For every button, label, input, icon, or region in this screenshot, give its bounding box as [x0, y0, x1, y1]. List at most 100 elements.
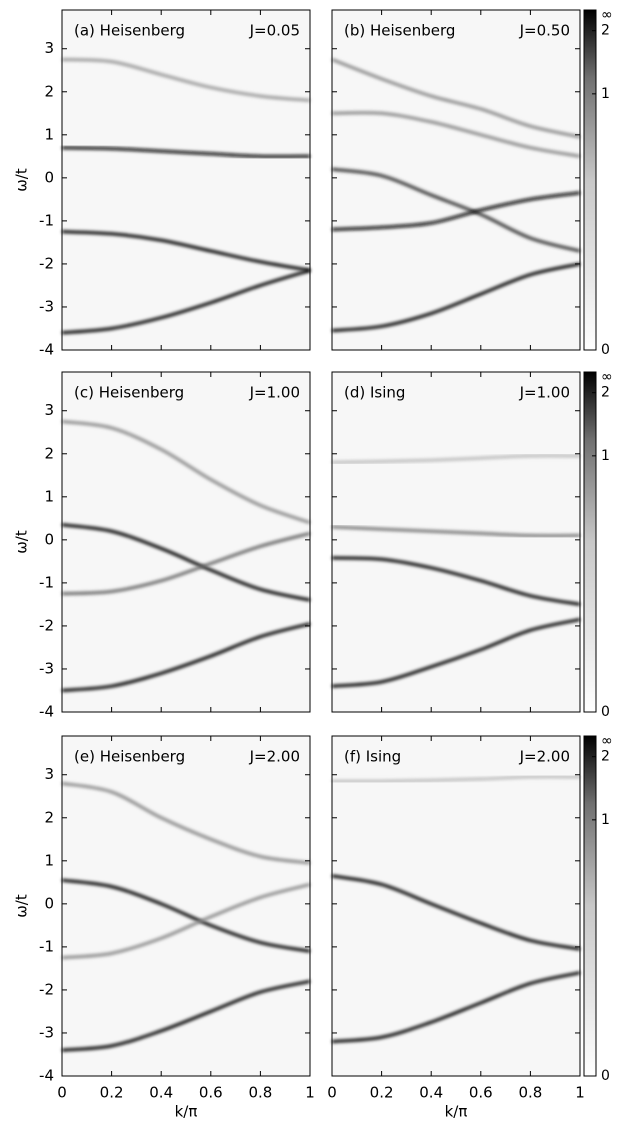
colorbar — [583, 371, 597, 713]
x-tick-label: 1 — [575, 1084, 585, 1102]
spectral-line — [61, 781, 311, 865]
panel-annotation: J=1.00 — [249, 384, 300, 402]
spectral-line — [331, 556, 581, 606]
panel: (b) Heisenberg J=0.50 0 1 2∞ — [331, 7, 613, 358]
x-tick-label: 1 — [305, 1084, 315, 1102]
colorbar-tick-label: ∞ — [601, 733, 613, 749]
x-tick-label: 0 — [57, 1084, 67, 1102]
colorbar-tick-label: 1 — [601, 812, 610, 828]
spectral-line — [331, 111, 581, 158]
y-tick-label: 3 — [44, 401, 54, 419]
x-tick-label: 0.2 — [100, 1084, 124, 1102]
x-tick-label: 0.8 — [518, 1084, 542, 1102]
spectral-line — [331, 618, 581, 688]
plot-border — [331, 9, 581, 351]
panel: (d) Ising J=1.00 0 1 2∞ — [331, 369, 613, 720]
x-tick-label: 0.4 — [419, 1084, 443, 1102]
plot-area — [62, 10, 310, 350]
plot-area — [62, 372, 310, 712]
spectral-line — [331, 167, 581, 253]
spectral-line — [61, 146, 311, 159]
panel-annotation: J=2.00 — [519, 748, 570, 766]
y-tick-label: -2 — [39, 254, 54, 272]
spectral-line — [331, 971, 581, 1044]
y-tick-label: -3 — [39, 659, 54, 677]
panel-title: (e) Heisenberg — [74, 748, 185, 766]
spectral-line — [61, 878, 311, 953]
y-tick-label: -3 — [39, 1023, 54, 1041]
y-tick-label: -2 — [39, 980, 54, 998]
spectral-line — [61, 883, 311, 960]
panel-title: (b) Heisenberg — [344, 22, 455, 40]
y-axis-label: ω/t — [13, 530, 31, 554]
plot-area — [332, 10, 580, 350]
plot-border — [61, 735, 311, 1077]
spectral-line — [61, 420, 311, 525]
colorbar-tick-label: 2 — [601, 749, 610, 765]
y-tick-label: -1 — [39, 937, 54, 955]
spectral-line — [331, 525, 581, 538]
y-tick-label: 1 — [44, 487, 54, 505]
panel-title: (f) Ising — [344, 748, 401, 766]
colorbar-tick-label: 2 — [601, 23, 610, 39]
x-tick-label: 0.8 — [248, 1084, 272, 1102]
y-tick-label: 2 — [44, 444, 54, 462]
panel-annotation: J=0.05 — [249, 22, 300, 40]
plot-area — [332, 736, 580, 1076]
y-tick-label: 2 — [44, 808, 54, 826]
spectral-line — [61, 979, 311, 1052]
y-tick-label: 3 — [44, 765, 54, 783]
y-tick-label: 1 — [44, 851, 54, 869]
colorbar-tick-label: 0 — [601, 1068, 610, 1084]
colorbar — [583, 9, 597, 351]
colorbar-tick-label: 0 — [601, 704, 610, 720]
y-tick-label: 0 — [44, 894, 54, 912]
spectral-line — [61, 57, 311, 102]
y-tick-label: -2 — [39, 616, 54, 634]
y-tick-label: 1 — [44, 125, 54, 143]
y-axis-label: ω/t — [13, 894, 31, 918]
x-tick-label: 0.6 — [199, 1084, 223, 1102]
spectral-line — [61, 531, 311, 596]
spectral-line — [331, 191, 581, 231]
y-tick-label: 0 — [44, 168, 54, 186]
colorbar-tick-label: ∞ — [601, 7, 613, 23]
x-tick-label: 0.4 — [149, 1084, 173, 1102]
plot-border — [331, 735, 581, 1077]
x-tick-label: 0 — [327, 1084, 337, 1102]
y-tick-label: -1 — [39, 573, 54, 591]
plot-area — [62, 736, 310, 1076]
y-tick-label: -4 — [39, 341, 54, 359]
x-tick-label: 0.2 — [370, 1084, 394, 1102]
y-tick-label: -1 — [39, 211, 54, 229]
panel-title: (d) Ising — [344, 384, 405, 402]
y-axis-label: ω/t — [13, 168, 31, 192]
panel-title: (c) Heisenberg — [74, 384, 184, 402]
panel-annotation: J=0.50 — [519, 22, 570, 40]
colorbar-tick-label: 1 — [601, 448, 610, 464]
x-axis-label: k/π — [175, 1103, 198, 1121]
panel-annotation: J=2.00 — [249, 748, 300, 766]
spectral-line — [331, 58, 581, 139]
spectral-line — [61, 622, 311, 692]
panel: -4 -3 -2 -1 0 1 2 3 (c) Heisenberg J=1.00 ω/t — [13, 371, 311, 721]
colorbar-tick-label: 2 — [601, 385, 610, 401]
spectral-line — [61, 268, 311, 335]
y-tick-label: 3 — [44, 39, 54, 57]
colorbar-tick-label: ∞ — [601, 369, 613, 385]
x-tick-label: 0.6 — [469, 1084, 493, 1102]
spectral-line — [331, 262, 581, 333]
spectral-line — [331, 454, 581, 464]
panel-title: (a) Heisenberg — [74, 22, 185, 40]
y-tick-label: 0 — [44, 530, 54, 548]
y-tick-label: -4 — [39, 1067, 54, 1085]
panel: -4 -3 -2 -1 0 1 2 3 0 0.2 0.4 0.6 0.8 1 (e) Heisenberg… — [13, 735, 315, 1121]
spectral-line — [61, 523, 311, 602]
spectral-line — [61, 230, 311, 272]
panel-annotation: J=1.00 — [519, 384, 570, 402]
y-tick-label: -4 — [39, 703, 54, 721]
y-tick-label: 2 — [44, 82, 54, 100]
colorbar-tick-label: 1 — [601, 86, 610, 102]
